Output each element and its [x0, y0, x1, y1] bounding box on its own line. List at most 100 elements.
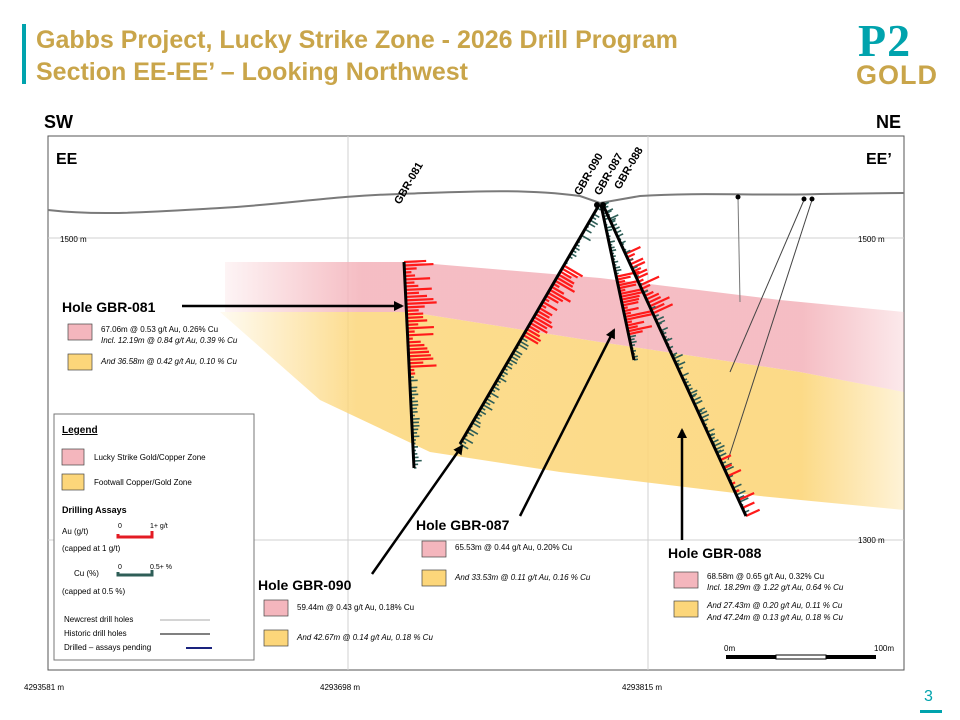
au-assay-bar	[634, 268, 648, 276]
arrow-gbr-087	[518, 328, 616, 517]
gbr-088-interval-1-incl: Incl. 18.29m @ 1.22 g/t Au, 0.64 % Cu	[707, 583, 844, 592]
hole-title-gbr-087: Hole GBR-087	[416, 517, 510, 533]
drill-trace-gbr-087	[599, 204, 636, 361]
title-accent-bar	[22, 24, 26, 84]
au-assay-bar	[621, 297, 640, 304]
au-assay-bar	[616, 275, 631, 281]
page-number: 3	[924, 688, 933, 705]
zone-swatch-pink	[673, 571, 699, 589]
drill-trace-gbr-088	[601, 204, 748, 517]
hole-title-gbr-088: Hole GBR-088	[668, 545, 762, 561]
legend-pending-label: Drilled – assays pending	[64, 643, 151, 652]
au-assay-bar	[647, 296, 662, 304]
au-assay-bar	[626, 320, 645, 327]
gbr-090-interval-2: And 42.67m @ 0.14 g/t Au, 0.18 % Cu	[296, 633, 433, 642]
hole-title-gbr-081: Hole GBR-081	[62, 299, 156, 315]
cu-assay-bar	[485, 397, 495, 405]
au-assay-bar	[620, 290, 644, 298]
cu-assay-bar	[739, 497, 749, 503]
au-assay-bar	[404, 267, 417, 271]
au-assay-bar	[408, 347, 428, 351]
scale-bar-0m: 0m	[724, 644, 735, 653]
legend-cu-scale-bar	[116, 570, 154, 577]
au-assay-bar	[408, 361, 424, 365]
zone-swatch-yellow	[421, 569, 447, 587]
au-assay-bar	[649, 296, 670, 308]
au-assay-bar	[542, 300, 558, 312]
au-assay-bar	[623, 306, 639, 313]
au-assay-bar	[727, 469, 742, 478]
au-assay-bar	[405, 284, 419, 288]
collar-marker	[594, 202, 600, 208]
legend-au-cap: (capped at 1 g/t)	[62, 544, 121, 553]
au-assay-bar	[533, 315, 553, 329]
gbr-088-interval-2: And 27.43m @ 0.20 g/t Au, 0.11 % Cu	[706, 601, 843, 610]
au-assay-bar	[624, 310, 652, 319]
au-assay-bar	[639, 275, 660, 287]
legend-newcrest-label: Newcrest drill holes	[64, 615, 133, 624]
legend-zone1-label: Lucky Strike Gold/Copper Zone	[94, 453, 206, 462]
au-assay-bar	[563, 264, 584, 278]
historic-drill-hole	[729, 199, 805, 373]
au-assay-bar	[636, 272, 649, 280]
au-assay-bar	[628, 330, 643, 336]
section-end-ee-prime: EE’	[866, 151, 892, 168]
legend-au-label: Au (g/t)	[62, 527, 89, 536]
au-assay-bar	[408, 350, 430, 354]
au-assay-bar	[406, 312, 424, 316]
legend-swatch-zone1	[61, 448, 85, 466]
collar-marker	[600, 202, 606, 208]
au-assay-bar	[524, 331, 542, 343]
au-assay-bar	[549, 288, 572, 303]
cu-assay-bar	[723, 462, 733, 468]
au-assay-bar	[405, 294, 428, 299]
scale-bar-100m: 100m	[874, 644, 894, 653]
au-assay-bar	[620, 294, 640, 301]
historic-drill-hole	[727, 199, 813, 461]
au-assay-bar	[617, 280, 638, 287]
drill-trace-gbr-090	[458, 204, 601, 445]
cu-assay-bar	[519, 340, 529, 347]
zone-swatch-yellow	[673, 600, 699, 618]
au-assay-bar	[407, 332, 434, 337]
au-assay-bar	[557, 273, 575, 285]
au-assay-bar	[408, 343, 425, 347]
au-assay-bar	[547, 291, 564, 303]
gbr-088-interval-3: And 47.24m @ 0.13 g/t Au, 0.18 % Cu	[706, 613, 843, 622]
cu-assay-bar	[471, 422, 481, 429]
au-assay-bar	[404, 274, 416, 278]
drill-trace-gbr-081	[402, 261, 416, 469]
au-assay-bar	[407, 340, 421, 344]
cu-assay-bar	[468, 428, 479, 435]
footwall-copper-gold-zone	[220, 312, 904, 510]
easting-label-3: 4293815 m	[622, 683, 662, 692]
direction-sw: SW	[44, 112, 73, 132]
legend-au-min: 0	[118, 523, 122, 530]
au-assay-bar	[741, 501, 755, 510]
zone-swatch-yellow	[263, 629, 289, 647]
gbr-088-interval-1: 68.58m @ 0.65 g/t Au, 0.32% Cu	[707, 572, 824, 581]
au-assay-bar	[403, 259, 427, 264]
au-assay-bar	[406, 319, 428, 323]
au-assay-bar	[719, 454, 732, 462]
legend-cu-max: 0.5+ %	[150, 564, 172, 571]
au-assay-bar	[407, 325, 434, 330]
cu-assay-bar	[463, 437, 474, 445]
au-assay-bar	[622, 300, 639, 307]
au-assay-bar	[526, 328, 541, 338]
p2-logo-gold-text: GOLD	[856, 60, 938, 90]
slide-subtitle: Section EE-EE’ – Looking Northwest	[36, 58, 469, 86]
cu-assay-bar	[676, 361, 686, 367]
au-assay-bar	[406, 305, 425, 309]
legend-swatch-zone2	[61, 473, 85, 491]
collar-marker	[735, 194, 741, 200]
au-assay-bar	[404, 277, 431, 281]
au-assay-bar	[618, 283, 637, 290]
elevation-label-1500-left: 1500 m	[60, 235, 87, 244]
legend-historic-label: Historic drill holes	[64, 629, 127, 638]
au-assay-bar	[408, 357, 434, 361]
gbr-081-interval-1-incl: Incl. 12.19m @ 0.84 g/t Au, 0.39 % Cu	[101, 336, 238, 345]
au-assay-bar	[405, 291, 420, 295]
au-assay-bar	[545, 294, 559, 304]
au-assay-bar	[738, 491, 755, 502]
